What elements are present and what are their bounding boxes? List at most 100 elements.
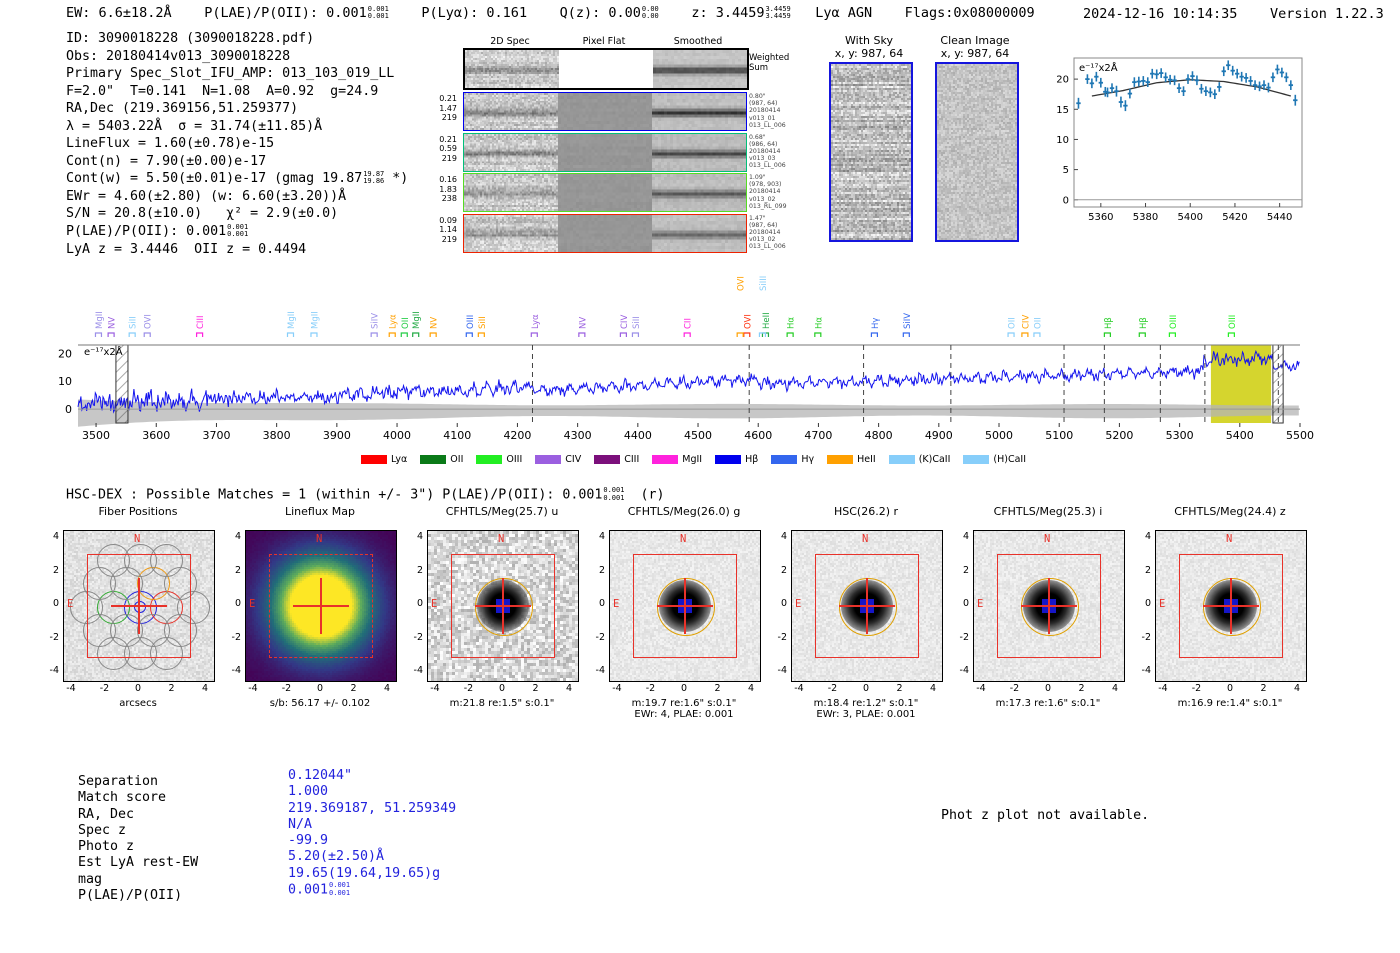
svg-text:OIII: OIII bbox=[466, 315, 476, 329]
fiber-stat: 0.21 bbox=[439, 134, 457, 144]
legend-item: Hβ bbox=[715, 454, 758, 465]
cutout-ytick: 0 bbox=[52, 598, 59, 609]
cutout-xtick: -4 bbox=[248, 683, 258, 694]
info-line: ID: 3090018228 (3090018228.pdf) bbox=[66, 30, 408, 48]
cutout-caption: m:16.9 re:1.4" s:0.1" bbox=[1177, 698, 1283, 709]
info-plae-bounds: 0.001 0.001 bbox=[227, 223, 248, 239]
fiber-circle bbox=[96, 637, 130, 670]
match-table-key: Photo z bbox=[78, 839, 135, 855]
spec2d-weighted-sum-row bbox=[463, 48, 749, 90]
full-spectrum-chart: 0 10 20 3500 3600 3700 3800 3900 4000 4100 4200 430… bbox=[0, 260, 1400, 475]
crosshair-gap bbox=[494, 597, 512, 615]
svg-text:Hβ: Hβ bbox=[1104, 317, 1114, 329]
fiber-meta: 013_LL_006 bbox=[749, 121, 786, 129]
crosshair-gap bbox=[130, 597, 148, 615]
svg-text:4800: 4800 bbox=[865, 429, 893, 442]
svg-text:20: 20 bbox=[58, 347, 72, 360]
cutout-xtick: -2 bbox=[281, 683, 292, 694]
spec2d-fiber-row bbox=[463, 213, 747, 253]
info-line: LyA z = 3.4446 OII z = 0.4494 bbox=[66, 241, 408, 259]
svg-text:OVI: OVI bbox=[144, 314, 154, 329]
spec2d-fiber-row bbox=[463, 173, 747, 212]
legend-swatch bbox=[771, 455, 798, 464]
cutout-xtick: 4 bbox=[201, 683, 209, 694]
cutout-ytick: -4 bbox=[231, 665, 241, 676]
fiber-meta: 20180414 bbox=[749, 147, 781, 155]
east-indicator: E bbox=[795, 598, 802, 610]
fiber-stat: 1.14 bbox=[439, 225, 457, 234]
legend-swatch bbox=[594, 455, 621, 464]
legend-swatch bbox=[360, 455, 387, 464]
info-line-text: EWr = 4.60(±2.80) (w: 6.60(±3.20))Å bbox=[66, 188, 347, 204]
match-table-value: 5.20(±2.50)Å bbox=[288, 849, 385, 865]
svg-text:5420: 5420 bbox=[1222, 212, 1247, 223]
svg-text:MgII: MgII bbox=[95, 311, 105, 329]
crosshair-gap bbox=[312, 597, 330, 615]
cutout-xtick: 4 bbox=[747, 683, 755, 694]
cutout-xtick: 4 bbox=[1293, 683, 1301, 694]
svg-text:SiIII: SiIII bbox=[759, 276, 769, 291]
red-box bbox=[87, 554, 191, 658]
svg-text:3600: 3600 bbox=[142, 429, 170, 442]
svg-text:NV: NV bbox=[578, 317, 588, 329]
fiber-circle bbox=[150, 637, 184, 670]
svg-text:10: 10 bbox=[58, 375, 72, 388]
header-classification: Lyα AGN bbox=[815, 5, 873, 21]
svg-text:Hα: Hα bbox=[814, 317, 824, 329]
north-indicator: N bbox=[1226, 533, 1233, 545]
spec2d-fiber-row bbox=[463, 92, 747, 131]
cutout-ytick: 0 bbox=[416, 598, 423, 609]
fiber-meta: 20180414 bbox=[749, 228, 781, 236]
svg-text:MgII: MgII bbox=[310, 311, 320, 329]
info-line-text: S/N = 20.8(±10.0) χ² = 2.9(±0.0) bbox=[66, 206, 339, 222]
header-ew: EW: 6.6±18.2Å bbox=[66, 5, 172, 21]
fiber-left-stats: 0.21 1.47 219 bbox=[417, 94, 457, 123]
cutout-xtick: -4 bbox=[430, 683, 440, 694]
cutout-ytick: 0 bbox=[780, 598, 787, 609]
svg-text:HeII: HeII bbox=[762, 312, 772, 329]
match-plae-bounds: 0.001 0.001 bbox=[329, 882, 350, 897]
red-box bbox=[1179, 554, 1283, 658]
spec2d-col-title: Pixel Flat bbox=[582, 36, 626, 47]
info-line-text: F=2.0" T=0.141 N=1.08 A=0.92 g=24.9 bbox=[66, 83, 379, 99]
thumbnail-name: Clean Image bbox=[940, 34, 1010, 47]
aperture-ellipse bbox=[1021, 578, 1079, 636]
fiber-meta: v013_03 bbox=[749, 155, 776, 163]
cutout-ytick: 2 bbox=[234, 564, 241, 576]
match-table-value-row: -99.9 bbox=[288, 833, 456, 849]
thumbnail-image bbox=[935, 62, 1019, 242]
fiber-right-meta: 0.80" (987, 64) 20180414 v013_01 013_LL_006 bbox=[749, 93, 786, 129]
svg-text:SiIV: SiIV bbox=[371, 313, 381, 329]
match-table-value: 19.65(19.64,19.65)g bbox=[288, 865, 441, 881]
info-line: Cont(n) = 7.90(±0.00)e-17 bbox=[66, 153, 408, 171]
info-line: P(LAE)/P(OII): 0.001 0.001 0.001 bbox=[66, 223, 408, 241]
svg-text:SiIV: SiIV bbox=[903, 313, 913, 329]
match-table-value: -99.9 bbox=[288, 833, 329, 849]
cutout-ytick: -2 bbox=[595, 631, 605, 643]
info-line-text: LineFlux = 1.60(±0.78)e-15 bbox=[66, 136, 275, 152]
match-plae-hi: 0.001 bbox=[329, 881, 351, 890]
cutout-xtick: 0 bbox=[498, 683, 506, 694]
thumbnail-title: Clean Image x, y: 987, 64 bbox=[905, 34, 1045, 60]
fiber-stat: 219 bbox=[441, 234, 457, 244]
svg-text:5100: 5100 bbox=[1045, 429, 1073, 442]
crosshair-vertical bbox=[502, 578, 504, 634]
fiber-meta: 013_LL_006 bbox=[749, 243, 786, 251]
legend-label: (K)CaII bbox=[918, 454, 951, 465]
legend-label: Lyα bbox=[390, 454, 408, 465]
fiber-right-meta: 0.68" (986, 64) 20180414 v013_03 013_LL_006 bbox=[749, 134, 786, 170]
spec2d-col-title: 2D Spec bbox=[490, 36, 530, 47]
svg-text:NV: NV bbox=[430, 317, 440, 329]
info-line: Cont(w) = 5.50(±0.01)e-17 (gmag 19.87 19.… bbox=[66, 170, 408, 188]
svg-text:4300: 4300 bbox=[564, 429, 592, 442]
cutout-xtick: -4 bbox=[1158, 683, 1168, 694]
legend-item: (K)CaII bbox=[888, 454, 951, 465]
fiber-stat: 0.59 bbox=[439, 144, 457, 153]
cutout-xtick: 0 bbox=[1226, 683, 1234, 694]
info-line: Primary Spec_Slot_IFU_AMP: 013_103_019_L… bbox=[66, 65, 408, 83]
info-line-text: RA,Dec (219.369156,51.259377) bbox=[66, 101, 299, 117]
fiber-stat: 219 bbox=[441, 113, 457, 122]
cutout-ytick: -2 bbox=[49, 631, 59, 643]
svg-text:4400: 4400 bbox=[624, 429, 652, 442]
